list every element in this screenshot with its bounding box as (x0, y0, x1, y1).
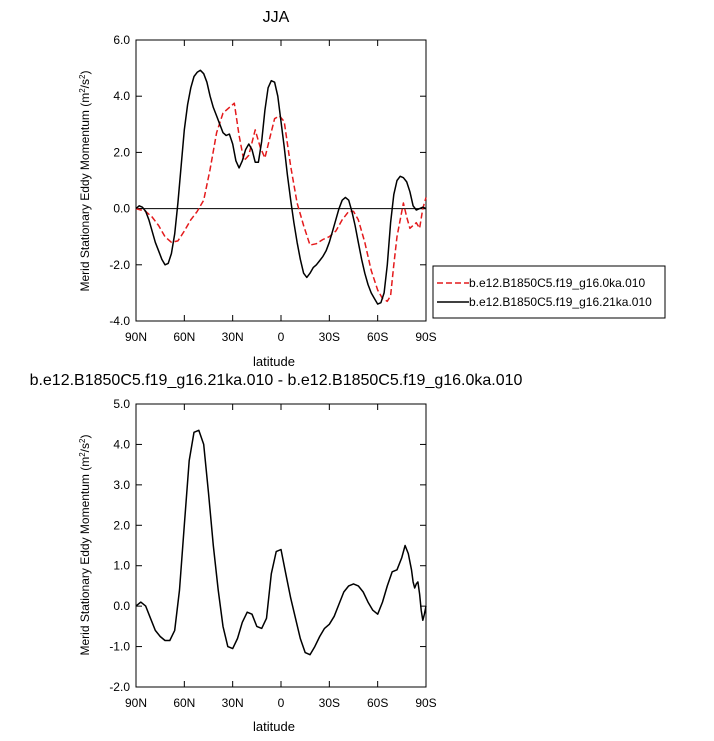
top-x-axis-label: latitude (253, 354, 295, 369)
x-tick-label: 0 (278, 330, 285, 344)
x-tick-label: 60N (173, 696, 195, 710)
top-chart-title: JJA (263, 9, 290, 26)
x-tick-label: 60N (173, 330, 195, 344)
legend-box (432, 265, 666, 319)
y-tick-label: 3.0 (113, 478, 130, 492)
x-tick-label: 60S (367, 330, 388, 344)
y-tick-label: -2.0 (109, 680, 130, 694)
y-tick-label: 5.0 (113, 397, 130, 411)
legend-label-21ka: b.e12.B1850C5.f19_g16.21ka.010 (469, 295, 652, 309)
top-chart: JJA -4.0 -2.0 0.0 2.0 4.0 6.0 90N 60N 30N 0 30S 60… (78, 9, 666, 369)
series-line-1 (135, 69, 427, 305)
x-tick-label: 90S (415, 696, 436, 710)
x-tick-label: 0 (278, 696, 285, 710)
x-tick-label: 60S (367, 696, 388, 710)
y-tick-label: 6.0 (113, 33, 130, 47)
y-tick-label: 0.0 (113, 599, 130, 613)
bottom-y-ticks: -2.0 -1.0 0.0 1.0 2.0 3.0 4.0 5.0 (109, 397, 426, 694)
x-tick-label: 30S (319, 696, 340, 710)
bottom-chart-title: b.e12.B1850C5.f19_g16.21ka.010 - b.e12.B… (30, 372, 523, 389)
y-tick-label: 2.0 (113, 145, 130, 159)
bottom-chart: b.e12.B1850C5.f19_g16.21ka.010 - b.e12.B… (30, 372, 523, 734)
x-tick-label: 90N (125, 330, 147, 344)
y-tick-label: -2.0 (109, 258, 130, 272)
top-series-group (135, 69, 427, 305)
top-legend: b.e12.B1850C5.f19_g16.0ka.010 b.e12.B185… (432, 265, 666, 319)
bottom-series-group (135, 429, 427, 656)
y-tick-label: 4.0 (113, 89, 130, 103)
x-tick-label: 90S (415, 330, 436, 344)
x-tick-label: 90N (125, 696, 147, 710)
bottom-x-axis-label: latitude (253, 719, 295, 734)
bottom-x-ticks: 90N 60N 30N 0 30S 60S 90S (125, 404, 437, 710)
top-x-ticks: 90N 60N 30N 0 30S 60S 90S (125, 40, 437, 344)
series-line-0 (135, 102, 427, 303)
top-y-axis-label: Merid Stationary Eddy Momentum (m2/s2) (78, 71, 93, 292)
x-tick-label: 30N (222, 696, 244, 710)
y-tick-label: 4.0 (113, 437, 130, 451)
x-tick-label: 30N (222, 330, 244, 344)
legend-label-0ka: b.e12.B1850C5.f19_g16.0ka.010 (469, 276, 645, 290)
y-tick-label: 2.0 (113, 518, 130, 532)
bottom-y-axis-label: Merid Stationary Eddy Momentum (m2/s2) (78, 435, 93, 656)
series-line-0 (135, 429, 427, 656)
y-tick-label: -1.0 (109, 640, 130, 654)
x-tick-label: 30S (319, 330, 340, 344)
bottom-plot-frame (135, 403, 427, 688)
y-tick-label: 1.0 (113, 559, 130, 573)
top-y-ticks: -4.0 -2.0 0.0 2.0 4.0 6.0 (109, 33, 426, 328)
y-tick-label: 0.0 (113, 202, 130, 216)
y-tick-label: -4.0 (109, 314, 130, 328)
